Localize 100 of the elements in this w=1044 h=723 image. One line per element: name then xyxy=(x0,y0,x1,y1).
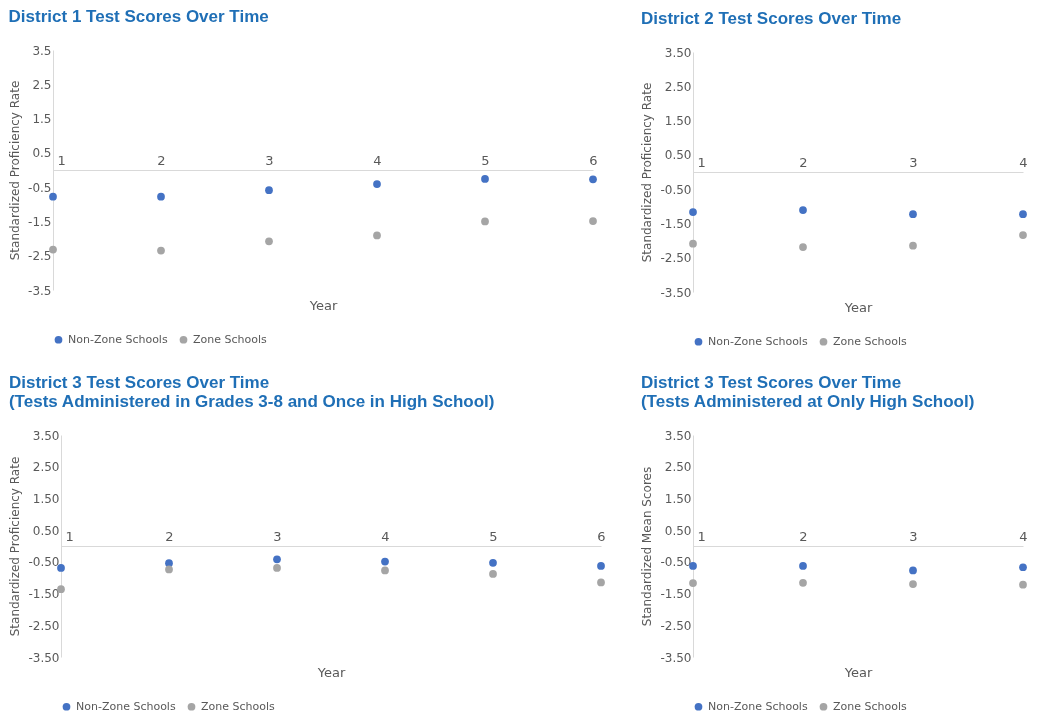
legend-label: Non-Zone Schools xyxy=(708,334,808,348)
point xyxy=(49,245,57,254)
point xyxy=(373,231,381,240)
y-tick-label: 3.50 xyxy=(664,428,692,443)
y-tick-label: -2.50 xyxy=(660,618,692,633)
point xyxy=(909,241,917,250)
point xyxy=(273,555,281,564)
y-tick-label: -0.50 xyxy=(28,555,60,570)
point xyxy=(157,246,165,255)
x-tick-label: 6 xyxy=(589,152,598,168)
y-tick-label: -3.50 xyxy=(28,650,60,665)
y-tick-label: -0.50 xyxy=(660,182,692,197)
y-tick-label: 1.50 xyxy=(664,114,692,129)
point xyxy=(909,566,917,575)
point xyxy=(157,192,165,201)
y-axis-title: Standardized Mean Scores xyxy=(640,466,655,627)
y-tick-label: 2.50 xyxy=(32,460,60,475)
x-tick-label: 3 xyxy=(909,154,918,170)
x-axis-title: Year xyxy=(316,664,346,680)
x-tick-label: 2 xyxy=(799,154,808,170)
y-tick-label: 2.5 xyxy=(32,77,52,92)
x-tick-label: 3 xyxy=(265,152,274,168)
x-tick-label: 5 xyxy=(481,152,490,168)
x-axis-title: Year xyxy=(843,664,873,680)
point xyxy=(165,565,173,574)
point xyxy=(597,578,605,587)
y-tick-label: 3.50 xyxy=(664,45,692,60)
point xyxy=(273,564,281,572)
point xyxy=(49,192,57,201)
legend-label: Zone Schools xyxy=(833,699,908,713)
point xyxy=(799,578,807,587)
point xyxy=(597,562,605,570)
x-axis-title: Year xyxy=(308,297,338,313)
y-tick-label: -2.50 xyxy=(660,251,692,266)
y-tick-label: 0.5 xyxy=(32,146,52,161)
point xyxy=(689,239,697,248)
point xyxy=(381,557,389,566)
y-tick-label: -0.5 xyxy=(28,180,52,195)
point xyxy=(165,559,173,567)
chart-title: District 1 Test Scores Over Time xyxy=(8,7,269,26)
legend-label: Non-Zone Schools xyxy=(68,332,168,346)
y-tick-label: -2.5 xyxy=(28,249,52,264)
legend-label: Non-Zone Schools xyxy=(76,699,176,713)
y-tick-label: 2.50 xyxy=(664,79,692,94)
y-tick-label: -1.50 xyxy=(660,587,692,602)
chart-title: District 3 Test Scores Over Time xyxy=(8,373,270,392)
point xyxy=(265,237,273,246)
legend-label: Non-Zone Schools xyxy=(708,699,808,713)
y-tick-label: -0.50 xyxy=(660,555,692,570)
point xyxy=(481,217,489,226)
y-axis-title: Standardized Proficiency Rate xyxy=(8,80,23,261)
x-tick-label: 1 xyxy=(57,152,66,168)
x-tick-label: 1 xyxy=(65,528,74,544)
y-axis-title: Standardized Proficiency Rate xyxy=(8,456,23,637)
x-tick-label: 6 xyxy=(597,528,606,544)
point xyxy=(799,206,807,214)
point xyxy=(265,186,273,195)
chart-subtitle: (Tests Administered in Grades 3-8 and Once in High School) xyxy=(8,392,495,411)
y-tick-label: -3.50 xyxy=(660,650,692,665)
chart-subtitle: (Tests Administered at Only High School) xyxy=(640,392,975,411)
point xyxy=(1019,563,1027,572)
y-tick-label: 2.50 xyxy=(664,460,692,475)
point xyxy=(1019,210,1027,219)
x-tick-label: 4 xyxy=(1019,528,1028,544)
x-tick-label: 2 xyxy=(157,152,166,168)
point xyxy=(909,210,917,219)
x-tick-label: 2 xyxy=(799,528,808,544)
point xyxy=(1019,231,1027,239)
point xyxy=(481,175,489,183)
y-tick-label: -3.5 xyxy=(28,283,52,298)
y-tick-label: 1.5 xyxy=(32,112,52,127)
legend-label: Zone Schools xyxy=(833,334,908,348)
point xyxy=(799,562,807,570)
x-tick-label: 3 xyxy=(273,528,282,544)
point xyxy=(1019,580,1027,589)
point xyxy=(589,175,597,184)
y-tick-label: 0.50 xyxy=(32,523,60,538)
x-tick-label: 5 xyxy=(489,528,498,544)
y-tick-label: 0.50 xyxy=(664,148,692,163)
point xyxy=(489,570,497,578)
x-tick-label: 4 xyxy=(1019,154,1028,170)
x-tick-label: 4 xyxy=(381,528,390,544)
y-tick-label: 0.50 xyxy=(664,523,692,538)
y-axis-title: Standardized Proficiency Rate xyxy=(640,82,655,263)
y-tick-label: 3.50 xyxy=(32,428,60,443)
point xyxy=(799,243,807,251)
x-tick-label: 4 xyxy=(373,152,382,168)
y-tick-label: -1.5 xyxy=(28,214,52,229)
x-tick-label: 3 xyxy=(909,528,918,544)
point xyxy=(489,558,497,567)
point xyxy=(689,579,697,587)
chart-title: District 3 Test Scores Over Time xyxy=(640,373,902,392)
x-tick-label: 1 xyxy=(697,528,706,544)
y-tick-label: 3.5 xyxy=(32,43,52,58)
point xyxy=(909,580,917,588)
point xyxy=(589,217,597,225)
y-tick-label: -1.50 xyxy=(660,216,692,231)
point xyxy=(373,180,381,188)
point xyxy=(57,564,65,572)
legend-label: Zone Schools xyxy=(193,332,268,346)
